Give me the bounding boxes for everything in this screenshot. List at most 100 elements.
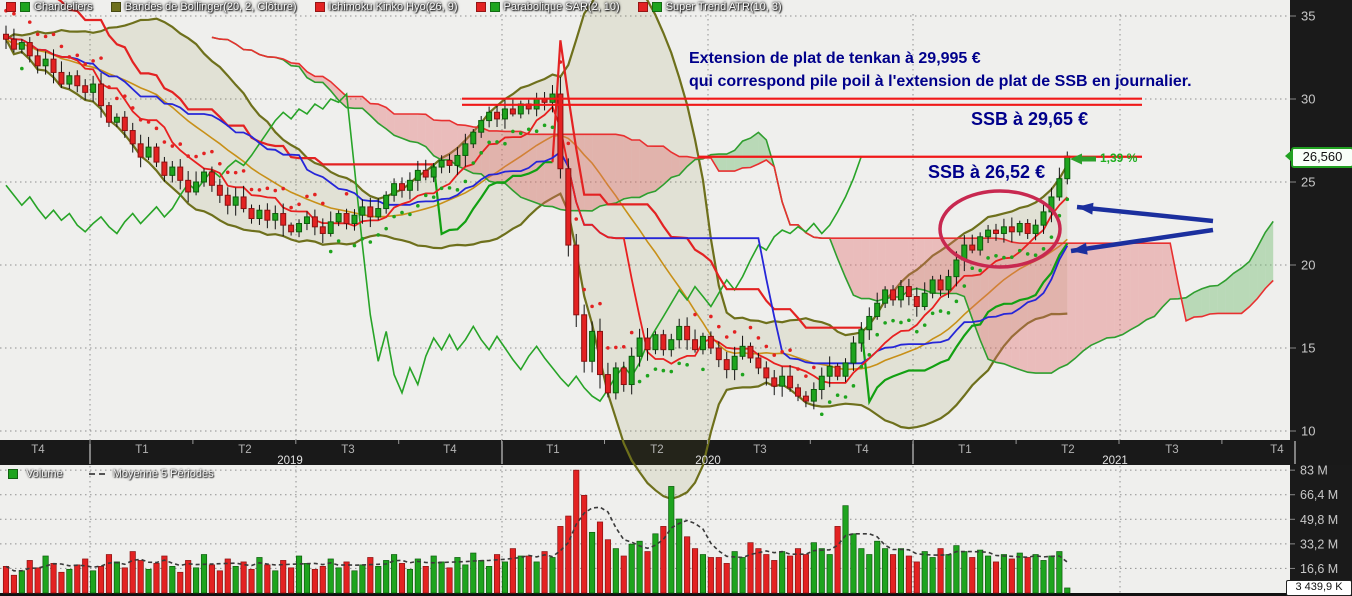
- candle: [1056, 178, 1063, 198]
- quarter-label: T1: [546, 444, 559, 456]
- volume-bar: [224, 558, 231, 594]
- candle: [414, 169, 421, 181]
- volume-bar: [200, 554, 208, 594]
- candle: [224, 194, 231, 206]
- candle: [208, 171, 215, 186]
- volume-bar: [557, 526, 564, 594]
- user-drawings[interactable]: [462, 97, 1214, 269]
- candle: [343, 213, 350, 224]
- candle: [42, 58, 49, 67]
- candle: [478, 120, 485, 133]
- volume-bar: [295, 555, 303, 594]
- legend-item-2[interactable]: Ichimoku Kinko Hyo(26, 9): [314, 1, 458, 13]
- annotation-ssb-low[interactable]: SSB à 26,52 €: [928, 162, 1046, 182]
- candle: [890, 289, 897, 301]
- volume-bar: [992, 561, 1000, 594]
- legend-item-0[interactable]: Chandeliers: [6, 1, 93, 13]
- volume-bar: [652, 533, 659, 594]
- candle: [945, 276, 952, 291]
- price-tick-label: 35: [1301, 9, 1315, 24]
- volume-bar: [961, 551, 968, 594]
- volume-bar: [311, 568, 318, 594]
- candle: [391, 183, 398, 196]
- volume-legend-item[interactable]: Volume: [8, 468, 63, 480]
- annotation-tenkan-line2[interactable]: qui correspond pile poil à l'extension d…: [689, 73, 1192, 90]
- parabolic-sar-dots: [4, 8, 1070, 417]
- candle: [818, 375, 825, 391]
- candle: [604, 374, 611, 394]
- volume-bar: [612, 548, 619, 594]
- legend-swatch-icon: [110, 1, 121, 12]
- kijun-line: [5, 36, 1069, 365]
- volume-bar: [636, 540, 643, 594]
- volume-bar: [1048, 555, 1055, 594]
- candle: [351, 214, 358, 224]
- candle: [319, 226, 326, 234]
- candle: [763, 367, 770, 379]
- supertrend-line: [57, 0, 1069, 406]
- candle: [882, 289, 889, 304]
- volume-bar: [763, 554, 770, 594]
- candle: [486, 111, 493, 122]
- volume-bar: [977, 549, 984, 594]
- candle: [660, 334, 667, 351]
- arrow-head: [1077, 202, 1094, 215]
- volume-bar: [1032, 554, 1039, 594]
- volume-bar: [1056, 551, 1063, 594]
- volume-ma-legend-item[interactable]: Moyenne 5 Périodes: [88, 468, 214, 480]
- volume-bar: [889, 554, 897, 594]
- legend-swatch-icon: [314, 1, 325, 12]
- current-price-tag: 26,560: [1291, 147, 1352, 168]
- volume-bar: [50, 563, 57, 594]
- volume-bar: [129, 551, 136, 594]
- candle: [113, 116, 120, 123]
- candle: [1064, 155, 1071, 180]
- volume-bar: [874, 540, 881, 594]
- volume-bar: [34, 567, 41, 594]
- time-axis-labels: T4 T1 T2 T3 T4 T1 T2 T3 T4 T1 T2 T3 T4 2019 2020 2021: [31, 440, 1296, 467]
- volume-bar: [58, 571, 65, 594]
- volume-bar: [985, 555, 992, 594]
- volume-bar: [375, 566, 382, 594]
- candle: [969, 244, 976, 251]
- candle: [581, 314, 588, 362]
- price-axis-pane[interactable]: [1290, 0, 1352, 596]
- legend-item-3[interactable]: Parabolique SAR(2, 10): [475, 1, 620, 13]
- volume-bar: [604, 539, 611, 594]
- volume-bar: [97, 566, 105, 594]
- candle: [121, 116, 128, 132]
- candle: [383, 194, 390, 210]
- candle: [652, 334, 659, 351]
- candle: [802, 395, 809, 402]
- volume-bar: [470, 552, 477, 594]
- time-axis-pane[interactable]: [0, 440, 1352, 465]
- volume-bar: [319, 566, 326, 594]
- candle: [866, 315, 873, 331]
- legend-item-1[interactable]: Bandes de Bollinger(20, 2, Clôture): [110, 0, 297, 13]
- candle: [1016, 223, 1023, 233]
- candle: [438, 159, 445, 168]
- candle: [74, 75, 81, 87]
- volume-tick-label: 33,2 M: [1300, 537, 1338, 551]
- volume-bar: [367, 557, 374, 594]
- candle: [90, 83, 97, 93]
- candle: [589, 330, 596, 362]
- candle: [897, 286, 904, 301]
- legend-item-label: Bandes de Bollinger(20, 2, Clôture): [124, 0, 297, 13]
- annotation-tenkan-line1[interactable]: Extension de plat de tenkan à 29,995 €: [689, 50, 981, 67]
- candle: [810, 389, 817, 402]
- last-price-arrow-icon: [1070, 153, 1096, 165]
- volume-bar: [715, 557, 722, 594]
- volume-layer: [2, 469, 1071, 594]
- volume-bar: [351, 570, 358, 594]
- volume-bar: [517, 555, 524, 594]
- legend-item-4[interactable]: Super Trend ATR(10, 3): [637, 1, 782, 13]
- year-label: 2020: [695, 455, 721, 467]
- volume-bar: [953, 545, 960, 594]
- annotation-ssb-high[interactable]: SSB à 29,65 €: [971, 109, 1089, 129]
- volume-label: Volume: [26, 468, 63, 480]
- volume-bar: [454, 557, 461, 594]
- last-change-percent-label: 1,39 %: [1100, 151, 1138, 165]
- volume-bar: [438, 561, 445, 594]
